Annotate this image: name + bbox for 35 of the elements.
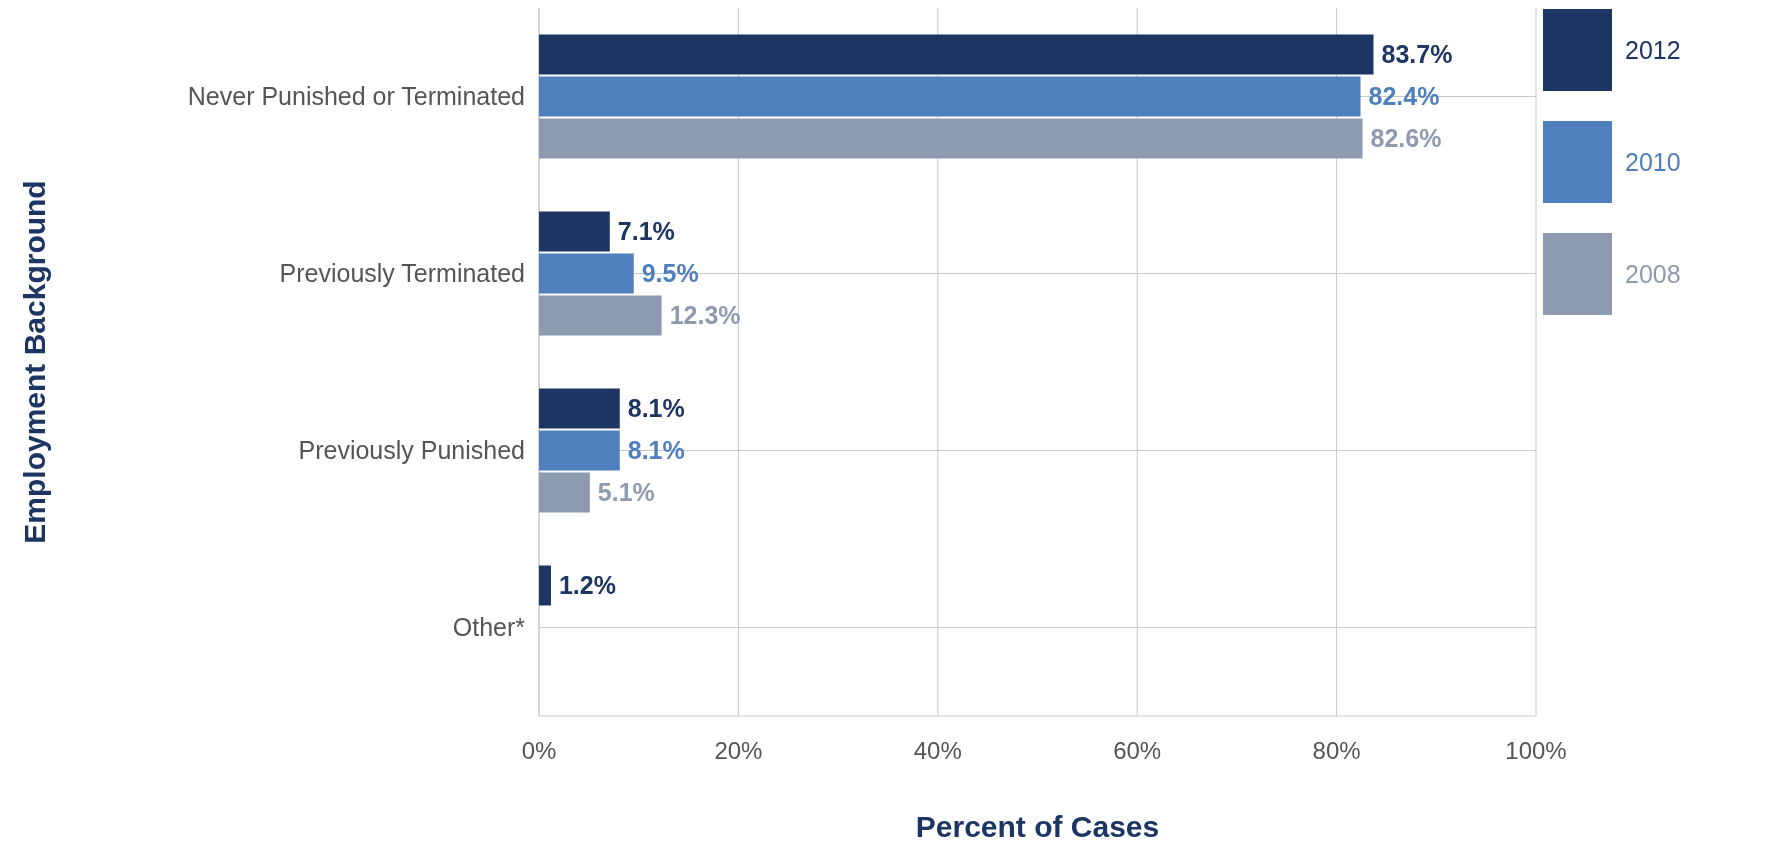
y-axis-title: Employment Background: [17, 180, 51, 544]
y-tick-label: Previously Terminated: [279, 259, 525, 288]
bar: [539, 118, 1363, 159]
x-tick-label: 0%: [521, 737, 557, 765]
y-tick-label: Previously Punished: [298, 436, 525, 465]
x-tick-label: 80%: [1312, 737, 1361, 765]
y-tick-label: Never Punished or Terminated: [187, 82, 525, 111]
data-label: 5.1%: [597, 478, 655, 507]
bar: [539, 34, 1374, 75]
bar: [539, 76, 1361, 117]
bar: [539, 565, 551, 606]
bar: [539, 388, 620, 429]
data-label: 12.3%: [669, 301, 741, 330]
bar: [539, 430, 620, 471]
y-tick-label: Other*: [452, 613, 526, 642]
data-label: 7.1%: [617, 217, 675, 246]
x-axis-title: Percent of Cases: [915, 809, 1160, 843]
data-label: 1.2%: [558, 571, 616, 600]
x-tick-label: 20%: [714, 737, 763, 765]
data-label: 82.4%: [1368, 82, 1440, 111]
x-tick-label: 40%: [913, 737, 962, 765]
bar: [539, 472, 590, 513]
bar: [539, 253, 634, 294]
x-tick-label: 100%: [1505, 737, 1567, 765]
data-label: 8.1%: [627, 436, 685, 465]
text: 2010: [1625, 147, 1681, 176]
text: 2012: [1625, 35, 1681, 64]
x-tick-label: 60%: [1113, 737, 1162, 765]
data-label: 9.5%: [641, 259, 699, 288]
data-label: 8.1%: [627, 394, 685, 423]
data-label: 82.6%: [1370, 124, 1442, 153]
bar: [539, 211, 610, 252]
bar: [539, 295, 662, 336]
text: 2008: [1625, 259, 1681, 288]
data-label: 83.7%: [1381, 40, 1453, 69]
